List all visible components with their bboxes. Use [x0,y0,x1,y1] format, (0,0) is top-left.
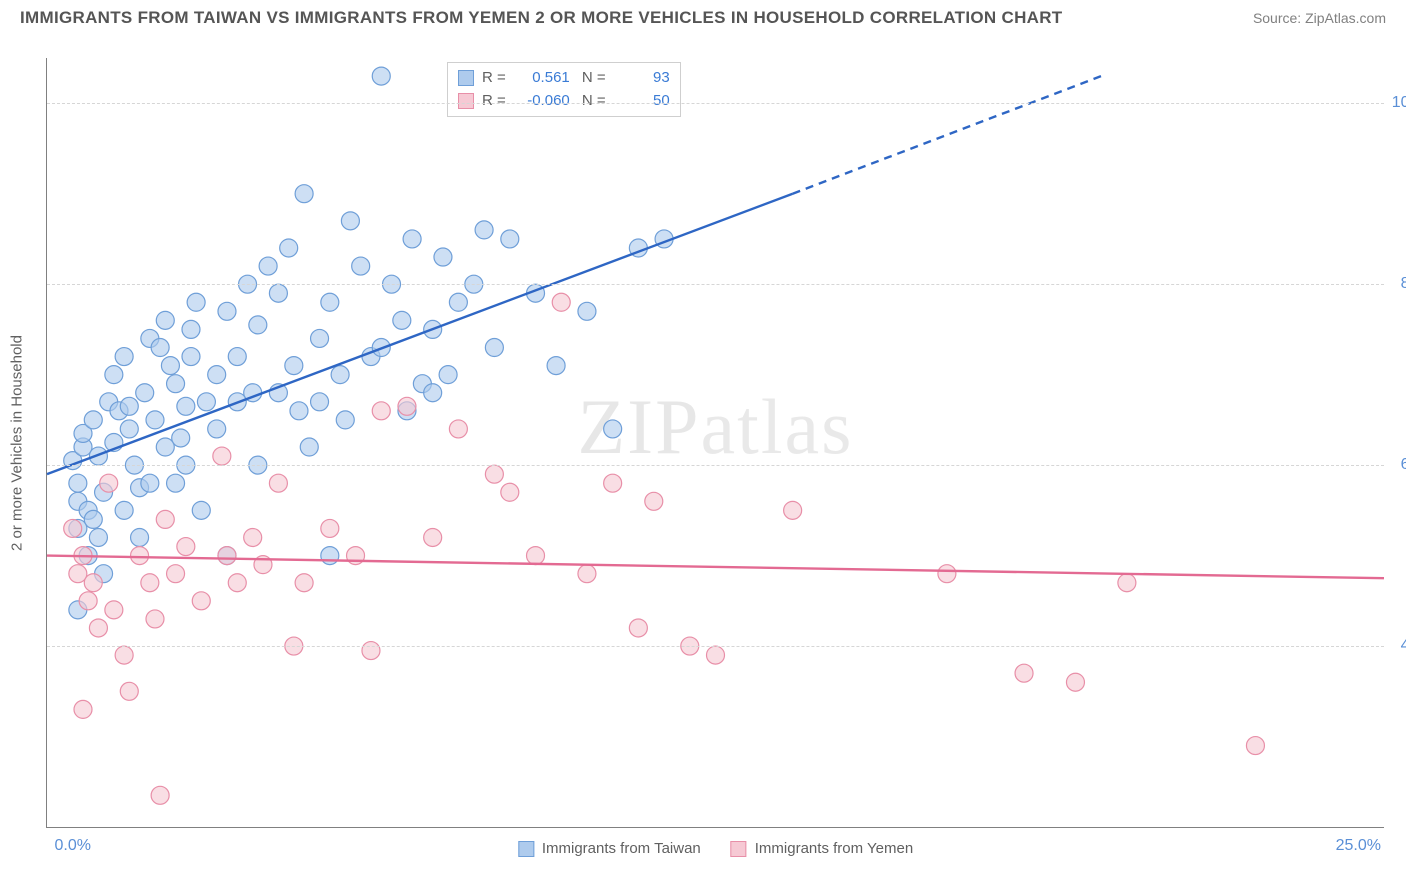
y-tick-label: 40.0% [1401,637,1406,655]
r-label: R = [482,67,506,90]
chart-title: IMMIGRANTS FROM TAIWAN VS IMMIGRANTS FRO… [20,8,1063,28]
legend-square-taiwan [458,70,474,86]
r-label: R = [482,90,506,113]
stats-row-taiwan: R = 0.561 N = 93 [458,67,670,90]
y-axis-label: 2 or more Vehicles in Household [9,335,26,551]
x-tick-label: 0.0% [54,837,90,855]
legend-label-yemen: Immigrants from Yemen [755,840,913,857]
legend-square-icon [518,841,534,857]
chart-plot-area: 2 or more Vehicles in Household ZIPatlas… [46,58,1384,828]
stats-row-yemen: R = -0.060 N = 50 [458,90,670,113]
scatter-svg [47,58,1384,827]
x-tick-label: 25.0% [1336,837,1381,855]
y-tick-label: 100.0% [1392,94,1406,112]
legend-bottom: Immigrants from Taiwan Immigrants from Y… [518,840,913,857]
stats-legend-box: R = 0.561 N = 93 R = -0.060 N = 50 [447,62,681,117]
legend-item-yemen: Immigrants from Yemen [731,840,913,857]
legend-square-yemen [458,93,474,109]
legend-square-icon [731,841,747,857]
source-label: Source: ZipAtlas.com [1253,10,1386,26]
legend-label-taiwan: Immigrants from Taiwan [542,840,701,857]
y-tick-label: 60.0% [1401,456,1406,474]
legend-item-taiwan: Immigrants from Taiwan [518,840,701,857]
chart-header: IMMIGRANTS FROM TAIWAN VS IMMIGRANTS FRO… [0,0,1406,34]
n-label: N = [578,90,606,113]
y-tick-label: 80.0% [1401,275,1406,293]
r-value-taiwan: 0.561 [514,67,570,90]
n-value-yemen: 50 [614,90,670,113]
n-value-taiwan: 93 [614,67,670,90]
n-label: N = [578,67,606,90]
r-value-yemen: -0.060 [514,90,570,113]
